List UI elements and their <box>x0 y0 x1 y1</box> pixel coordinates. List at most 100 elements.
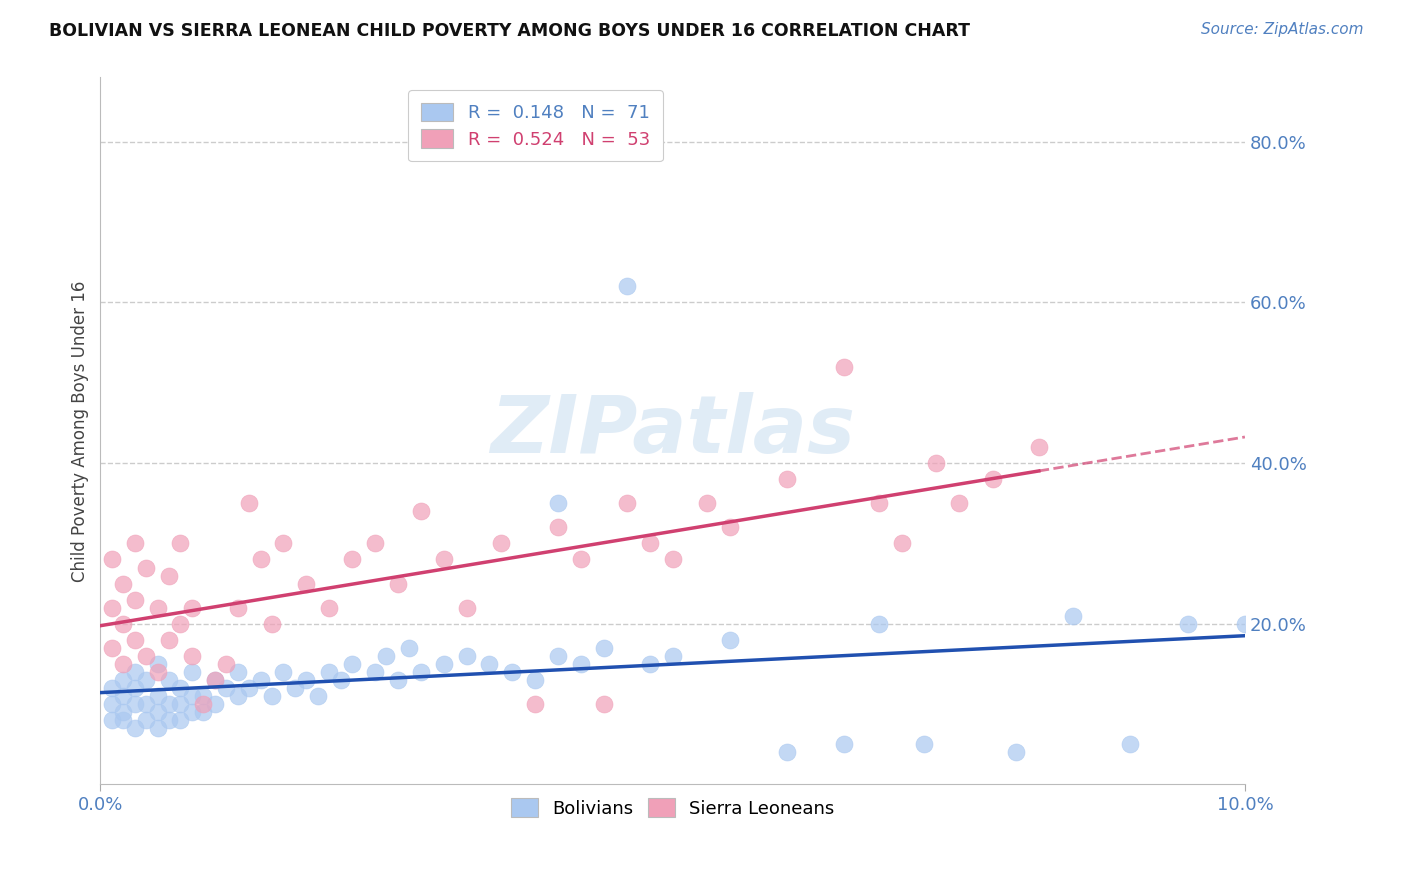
Point <box>912 737 935 751</box>
Point <box>776 472 799 486</box>
Point <box>193 705 215 719</box>
Point <box>180 705 202 719</box>
Point <box>146 657 169 671</box>
Point <box>398 640 420 655</box>
Point <box>112 576 135 591</box>
Point <box>146 721 169 735</box>
Point <box>112 705 135 719</box>
Text: ZIPatlas: ZIPatlas <box>491 392 855 470</box>
Point <box>593 697 616 711</box>
Point <box>273 665 295 679</box>
Point <box>169 681 191 695</box>
Point <box>157 697 180 711</box>
Point <box>1233 616 1256 631</box>
Point <box>260 616 283 631</box>
Point <box>364 536 387 550</box>
Point <box>1062 608 1084 623</box>
Point <box>169 713 191 727</box>
Text: Source: ZipAtlas.com: Source: ZipAtlas.com <box>1201 22 1364 37</box>
Point <box>193 697 215 711</box>
Point <box>215 657 238 671</box>
Point <box>868 496 890 510</box>
Point <box>948 496 970 510</box>
Point <box>1028 440 1050 454</box>
Point <box>569 552 592 566</box>
Point <box>146 665 169 679</box>
Point <box>284 681 307 695</box>
Point <box>169 616 191 631</box>
Point <box>180 689 202 703</box>
Point <box>616 279 638 293</box>
Point <box>925 456 948 470</box>
Point <box>456 600 478 615</box>
Point <box>157 713 180 727</box>
Point <box>124 665 146 679</box>
Point <box>146 705 169 719</box>
Point <box>273 536 295 550</box>
Point <box>112 616 135 631</box>
Point <box>169 697 191 711</box>
Point <box>409 504 432 518</box>
Point <box>112 673 135 687</box>
Point <box>340 552 363 566</box>
Point <box>409 665 432 679</box>
Point <box>834 737 856 751</box>
Point <box>112 713 135 727</box>
Point <box>375 648 398 663</box>
Point <box>295 673 318 687</box>
Point <box>101 640 124 655</box>
Point <box>226 600 249 615</box>
Point <box>661 648 683 663</box>
Point <box>318 665 340 679</box>
Point <box>329 673 352 687</box>
Text: BOLIVIAN VS SIERRA LEONEAN CHILD POVERTY AMONG BOYS UNDER 16 CORRELATION CHART: BOLIVIAN VS SIERRA LEONEAN CHILD POVERTY… <box>49 22 970 40</box>
Point <box>547 520 569 534</box>
Point <box>135 697 157 711</box>
Point <box>593 640 616 655</box>
Point <box>260 689 283 703</box>
Point <box>226 665 249 679</box>
Point <box>456 648 478 663</box>
Point <box>180 648 202 663</box>
Point <box>249 673 271 687</box>
Point <box>157 632 180 647</box>
Point <box>124 592 146 607</box>
Point <box>638 536 661 550</box>
Point <box>364 665 387 679</box>
Point <box>157 568 180 582</box>
Point <box>204 697 226 711</box>
Legend: Bolivians, Sierra Leoneans: Bolivians, Sierra Leoneans <box>503 791 842 825</box>
Point <box>112 689 135 703</box>
Point <box>547 496 569 510</box>
Point <box>157 673 180 687</box>
Point <box>387 673 409 687</box>
Point <box>101 552 124 566</box>
Point <box>124 681 146 695</box>
Point <box>387 576 409 591</box>
Point <box>569 657 592 671</box>
Point <box>340 657 363 671</box>
Point <box>124 632 146 647</box>
Point <box>135 648 157 663</box>
Point <box>524 673 547 687</box>
Point <box>204 673 226 687</box>
Point <box>616 496 638 510</box>
Point <box>146 600 169 615</box>
Point <box>249 552 271 566</box>
Point <box>146 689 169 703</box>
Point <box>215 681 238 695</box>
Point <box>135 560 157 574</box>
Point <box>124 697 146 711</box>
Point <box>193 689 215 703</box>
Point <box>696 496 718 510</box>
Point <box>868 616 890 631</box>
Point <box>135 713 157 727</box>
Point <box>661 552 683 566</box>
Point <box>718 520 741 534</box>
Y-axis label: Child Poverty Among Boys Under 16: Child Poverty Among Boys Under 16 <box>72 280 89 582</box>
Point <box>834 359 856 374</box>
Point <box>101 681 124 695</box>
Point <box>169 536 191 550</box>
Point <box>478 657 501 671</box>
Point <box>501 665 523 679</box>
